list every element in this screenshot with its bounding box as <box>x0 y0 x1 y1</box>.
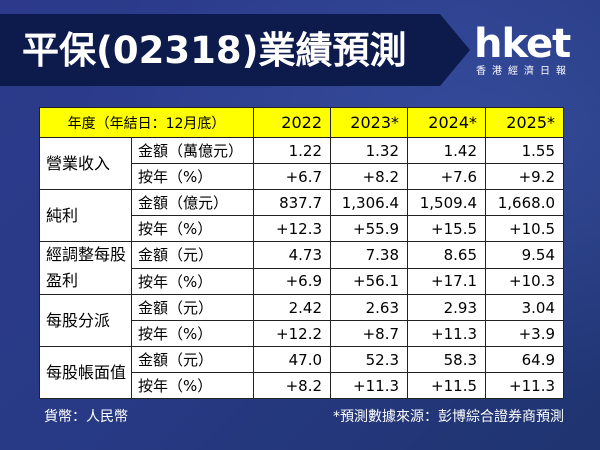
row-category: 經調整每股盈利 <box>39 241 132 295</box>
row-metric: 按年（%） <box>130 320 255 347</box>
table-cell: 1,306.4 <box>330 189 409 216</box>
table-cell: 52.3 <box>330 346 409 373</box>
table-cell: 2.63 <box>330 294 409 321</box>
table-cell: +11.3 <box>407 320 487 347</box>
table-cell: +6.7 <box>253 163 332 190</box>
table-row: 純利 金額（億元） 837.7 1,306.4 1,509.4 1,668.0 <box>39 189 565 242</box>
logo-wordmark: hket <box>474 21 571 67</box>
table-cell: 58.3 <box>407 346 487 373</box>
table-cell: +11.3 <box>330 372 409 399</box>
logo-subtitle: 香港經濟日報 <box>476 66 572 77</box>
header-year: 2024* <box>407 107 487 138</box>
title-banner <box>0 14 470 86</box>
table-row: 按年（%） +6.7 +8.2 +7.6 +9.2 <box>40 163 565 190</box>
row-category: 每股分派 <box>39 294 132 347</box>
header-year: 2023* <box>330 107 409 138</box>
table-cell: 8.65 <box>407 241 487 269</box>
table-row: 按年（%） +12.3 +55.9 +15.5 +10.5 <box>40 215 565 242</box>
row-metric: 按年（%） <box>130 372 255 399</box>
header-year: 2022 <box>253 107 332 138</box>
hket-logo: hket 香港經濟日報 <box>474 24 584 84</box>
table-cell: +10.3 <box>485 267 565 295</box>
table-row: 每股帳面值 金額（元） 47.0 52.3 58.3 64.9 <box>39 346 565 399</box>
forecast-table-container: 年度（年結日：12月底） 2022 2023* 2024* 2025* 營業收入… <box>38 107 565 399</box>
table-cell: +15.5 <box>407 215 487 242</box>
table-row: 按年（%） +8.2 +11.3 +11.5 +11.3 <box>40 372 565 399</box>
row-metric: 按年（%） <box>130 163 255 190</box>
row-category: 純利 <box>39 189 132 242</box>
table-row: 按年（%） +12.2 +8.7 +11.3 +3.9 <box>40 320 565 347</box>
row-metric: 金額（億元） <box>130 189 255 216</box>
table-cell: 1.55 <box>485 137 565 164</box>
table-cell: +10.5 <box>485 215 565 242</box>
table-cell: +56.1 <box>330 267 409 295</box>
table-cell: 1,509.4 <box>407 189 487 216</box>
table-row: 經調整每股盈利 金額（元） 4.73 7.38 8.65 9.54 <box>39 241 565 295</box>
forecast-table: 年度（年結日：12月底） 2022 2023* 2024* 2025* 營業收入… <box>38 107 565 399</box>
currency-note: 貨幣：人民幣 <box>44 409 128 425</box>
table-row: 營業收入 金額（萬億元） 1.22 1.32 1.42 1.55 <box>39 137 565 190</box>
row-metric: 按年（%） <box>130 267 255 295</box>
row-metric: 金額（萬億元） <box>130 137 255 164</box>
table-cell: 1.42 <box>407 137 487 164</box>
table-cell: +8.2 <box>330 163 409 190</box>
table-cell: +12.3 <box>253 215 332 242</box>
header-year: 2025* <box>485 107 565 138</box>
table-cell: +17.1 <box>407 267 487 295</box>
table-header-row: 年度（年結日：12月底） 2022 2023* 2024* 2025* <box>38 107 565 138</box>
table-cell: +12.2 <box>253 320 332 347</box>
table-cell: +11.5 <box>407 372 487 399</box>
table-cell: +8.2 <box>253 372 332 399</box>
table-cell: 837.7 <box>253 189 332 216</box>
table-cell: 2.93 <box>407 294 487 321</box>
row-metric: 金額（元） <box>130 346 255 373</box>
row-category: 每股帳面值 <box>39 346 132 399</box>
table-row: 每股分派 金額（元） 2.42 2.63 2.93 3.04 <box>39 294 565 347</box>
table-cell: 1.22 <box>253 137 332 164</box>
table-cell: 9.54 <box>485 241 565 269</box>
table-cell: 1,668.0 <box>485 189 565 216</box>
row-metric: 按年（%） <box>130 215 255 242</box>
table-cell: +11.3 <box>485 372 565 399</box>
table-cell: 1.32 <box>330 137 409 164</box>
row-metric: 金額（元） <box>130 241 255 269</box>
table-cell: 47.0 <box>253 346 332 373</box>
row-category: 營業收入 <box>39 137 132 190</box>
page-title: 平保(02318)業績預測 <box>22 29 407 72</box>
table-cell: 4.73 <box>253 241 332 269</box>
table-cell: +9.2 <box>485 163 565 190</box>
table-cell: +55.9 <box>330 215 409 242</box>
table-row: 按年（%） +6.9 +56.1 +17.1 +10.3 <box>40 267 565 295</box>
table-cell: +6.9 <box>253 267 332 295</box>
table-cell: +7.6 <box>407 163 487 190</box>
table-cell: +3.9 <box>485 320 565 347</box>
table-cell: 2.42 <box>253 294 332 321</box>
table-cell: 64.9 <box>485 346 565 373</box>
table-cell: 3.04 <box>485 294 565 321</box>
table-cell: +8.7 <box>330 320 409 347</box>
row-metric: 金額（元） <box>130 294 255 321</box>
header-year-label: 年度（年結日：12月底） <box>38 107 255 138</box>
source-note: *預測數據來源：彭博綜合證券商預測 <box>333 409 564 425</box>
table-cell: 7.38 <box>330 241 409 269</box>
